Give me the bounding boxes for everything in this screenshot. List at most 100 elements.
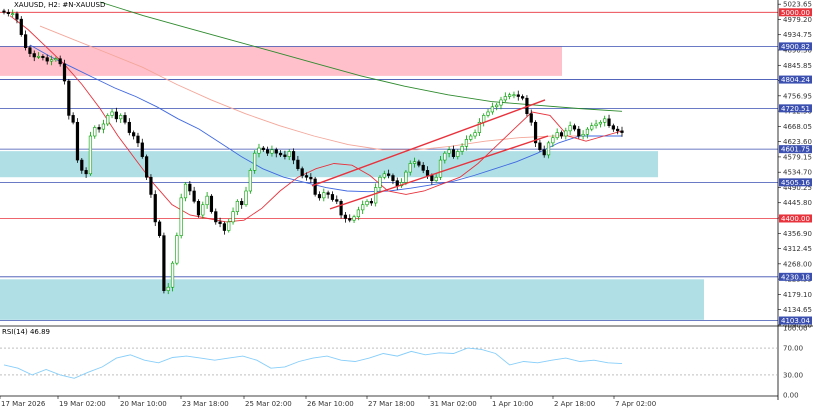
candle [555,128,559,140]
candle-body [274,149,278,154]
candle [11,9,15,18]
candle-body [36,55,41,58]
candle-body [477,121,481,133]
candle [313,176,317,197]
price-tick-label: 4268.00 [783,260,812,268]
candle [240,198,244,209]
candle-body [296,159,300,169]
candle-body [434,176,438,181]
candle-body [127,121,131,133]
level-badge [779,42,812,51]
candle [317,191,322,201]
ma-green-line [99,1,623,112]
candle-body [616,128,620,132]
candle [611,123,615,132]
candle-body [382,173,386,178]
candle [84,167,88,178]
candle [19,16,23,37]
candle [291,148,296,165]
candle [559,130,564,139]
candle-body [157,221,162,236]
candle [361,200,365,215]
time-tick-label: 23 Mar 18:00 [182,400,229,408]
candle-body [456,151,460,157]
candle [577,126,581,139]
candle-body [136,135,140,144]
demand-zone [0,151,658,178]
candle-body [542,149,546,156]
candle-body [438,159,443,178]
price-tick-label: 4890.30 [783,47,812,55]
candle-body [209,195,214,212]
price-tick-label: 4090.20 [783,321,812,329]
candle [607,114,611,128]
candle [36,52,41,60]
candle [348,214,352,223]
candle [222,221,227,235]
candle-body [235,200,239,212]
candle-body [270,149,274,154]
price-tick-label: 4134.65 [783,306,812,314]
candle-body [620,130,624,133]
candle-body [490,106,494,113]
time-tick-label: 27 Mar 18:00 [368,400,415,408]
candle [149,174,153,198]
candle-body [430,175,434,181]
candle-body [28,47,32,54]
candle [114,107,118,123]
candle-body [546,142,551,156]
candle [201,201,205,219]
candle-body [80,159,84,171]
candle [512,91,516,99]
candle-body [335,199,339,202]
level-badge-label: 4900.82 [781,43,810,51]
candle [248,168,252,194]
candle-body [568,125,572,132]
candle [529,109,533,126]
time-axis[interactable]: 17 Mar 2026 19 Mar 02:00 20 Mar 10:00 23 Ma… [0,395,778,408]
moving-averages-layer [9,1,623,223]
candle-body [577,128,581,137]
candle-body [374,187,378,204]
candle [322,188,326,202]
candle [119,113,123,123]
candle-body [339,200,343,216]
level-badge-label: 4804.24 [781,76,810,84]
candle [352,214,356,223]
candle-body [62,63,67,82]
candle-body [521,96,525,99]
candle [49,55,54,66]
candle-body [106,115,110,125]
candle [140,138,144,159]
zones-layer [0,46,704,320]
candle [598,120,602,128]
candle [594,119,598,129]
candle [97,124,101,133]
rsi-subwindow[interactable]: 100.00 70.00 30.00 0.00 [0,325,813,400]
candle-body [253,152,257,171]
candle-body [291,151,296,161]
candle [136,132,140,148]
candle-body [261,147,265,151]
candle-body [585,128,590,135]
candle [145,154,149,180]
candle [391,173,395,185]
level-lines-layer [0,11,778,321]
level-badge-label: 4103.04 [781,317,810,325]
candle-body [361,204,365,211]
candle-body [451,149,456,157]
candle [473,129,477,139]
candle [157,219,162,238]
candle-body [162,235,166,291]
candle [533,120,538,148]
candle [253,150,257,174]
candle [568,121,572,135]
candle-body [248,170,252,192]
level-badge-label: 5000.00 [781,9,810,17]
candle-body [538,142,542,151]
candle [127,118,131,136]
candle [166,283,170,295]
candle [503,92,507,102]
candle-body [443,152,447,161]
